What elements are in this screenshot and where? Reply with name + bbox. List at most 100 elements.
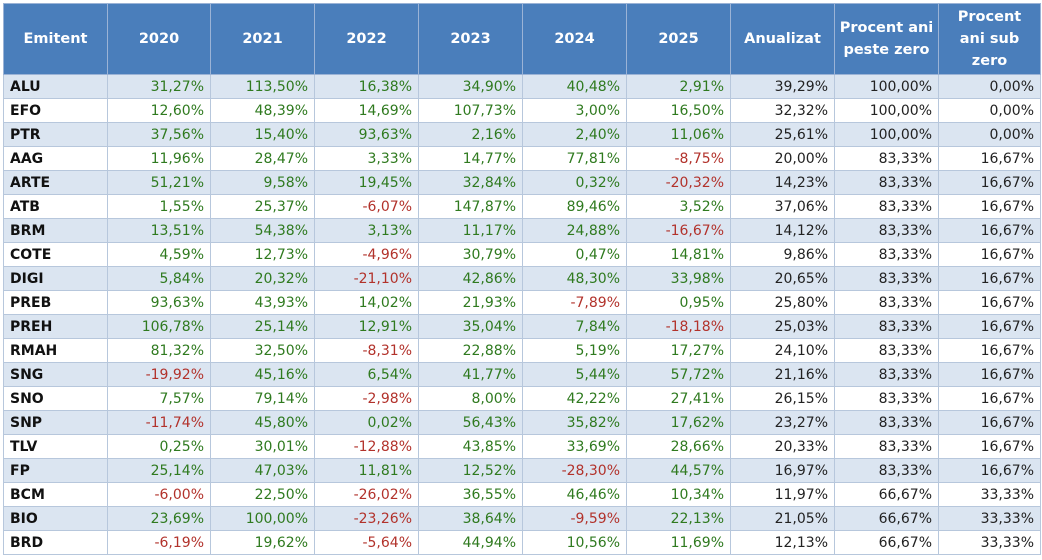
value-cell: -8,75% — [626, 146, 731, 171]
value-cell: 26,15% — [730, 386, 835, 411]
value-cell: 83,33% — [834, 314, 939, 339]
value-cell: 27,41% — [626, 386, 731, 411]
value-cell: 28,47% — [210, 146, 315, 171]
value-cell: 48,30% — [522, 266, 627, 291]
value-cell: 37,56% — [107, 122, 211, 147]
emitent-cell: BRM — [3, 218, 108, 243]
value-cell: 42,86% — [418, 266, 523, 291]
value-cell: 0,32% — [522, 170, 627, 195]
value-cell: 83,33% — [834, 290, 939, 315]
value-cell: 17,27% — [626, 338, 731, 363]
value-cell: -6,19% — [107, 530, 211, 555]
value-cell: 20,00% — [730, 146, 835, 171]
table-row: FP 25,14% 47,03% 11,81% 12,52% -28,30% 44,57% 1… — [3, 458, 1041, 483]
header-cell: 2024 — [522, 3, 627, 75]
emitent-cell: ARTE — [3, 170, 108, 195]
value-cell: 1,55% — [107, 194, 211, 219]
value-cell: 20,33% — [730, 434, 835, 459]
value-cell: 83,33% — [834, 458, 939, 483]
value-cell: 13,51% — [107, 218, 211, 243]
header-cell: 2023 — [418, 3, 523, 75]
returns-table: Emitent 2020 2021 2022 2023 2024 2025 Anualizat… — [3, 3, 1041, 555]
table-body: ALU 31,27% 113,50% 16,38% 34,90% 40,48% 2,91% 3… — [3, 74, 1041, 555]
value-cell: 22,50% — [210, 482, 315, 507]
value-cell: 34,90% — [418, 74, 523, 99]
value-cell: 14,77% — [418, 146, 523, 171]
header-cell: Procent ani peste zero — [834, 3, 939, 75]
value-cell: 36,55% — [418, 482, 523, 507]
value-cell: 23,69% — [107, 506, 211, 531]
value-cell: 25,61% — [730, 122, 835, 147]
value-cell: 3,52% — [626, 194, 731, 219]
value-cell: 14,81% — [626, 242, 731, 267]
value-cell: 11,96% — [107, 146, 211, 171]
value-cell: 32,50% — [210, 338, 315, 363]
value-cell: 4,59% — [107, 242, 211, 267]
table-row: SNP -11,74% 45,80% 0,02% 56,43% 35,82% 17,62% 2… — [3, 410, 1041, 435]
value-cell: -6,07% — [314, 194, 419, 219]
value-cell: 47,03% — [210, 458, 315, 483]
value-cell: 12,91% — [314, 314, 419, 339]
value-cell: 21,93% — [418, 290, 523, 315]
emitent-cell: PREB — [3, 290, 108, 315]
table-row: BRM 13,51% 54,38% 3,13% 11,17% 24,88% -16,67% 1… — [3, 218, 1041, 243]
value-cell: 32,32% — [730, 98, 835, 123]
emitent-cell: TLV — [3, 434, 108, 459]
table-row: SNO 7,57% 79,14% -2,98% 8,00% 42,22% 27,41% 26,… — [3, 386, 1041, 411]
table-row: PREH 106,78% 25,14% 12,91% 35,04% 7,84% -18,18… — [3, 314, 1041, 339]
value-cell: 14,12% — [730, 218, 835, 243]
value-cell: 2,91% — [626, 74, 731, 99]
table-row: BIO 23,69% 100,00% -23,26% 38,64% -9,59% 22,13… — [3, 506, 1041, 531]
value-cell: 16,67% — [938, 266, 1041, 291]
value-cell: 16,67% — [938, 458, 1041, 483]
value-cell: 16,50% — [626, 98, 731, 123]
value-cell: 21,05% — [730, 506, 835, 531]
value-cell: 33,69% — [522, 434, 627, 459]
value-cell: 16,67% — [938, 290, 1041, 315]
emitent-cell: FP — [3, 458, 108, 483]
value-cell: 54,38% — [210, 218, 315, 243]
value-cell: 44,94% — [418, 530, 523, 555]
emitent-cell: COTE — [3, 242, 108, 267]
value-cell: 30,79% — [418, 242, 523, 267]
value-cell: 6,54% — [314, 362, 419, 387]
value-cell: 7,84% — [522, 314, 627, 339]
header-cell: Procent ani sub zero — [938, 3, 1041, 75]
value-cell: 93,63% — [107, 290, 211, 315]
value-cell: 12,60% — [107, 98, 211, 123]
value-cell: 43,93% — [210, 290, 315, 315]
header-cell: 2025 — [626, 3, 731, 75]
value-cell: 83,33% — [834, 386, 939, 411]
value-cell: 83,33% — [834, 362, 939, 387]
table-header: Emitent 2020 2021 2022 2023 2024 2025 Anualizat… — [3, 3, 1041, 75]
value-cell: -2,98% — [314, 386, 419, 411]
emitent-cell: DIGI — [3, 266, 108, 291]
value-cell: 5,84% — [107, 266, 211, 291]
value-cell: 66,67% — [834, 506, 939, 531]
value-cell: 83,33% — [834, 242, 939, 267]
emitent-cell: PTR — [3, 122, 108, 147]
value-cell: -21,10% — [314, 266, 419, 291]
value-cell: 107,73% — [418, 98, 523, 123]
value-cell: 33,98% — [626, 266, 731, 291]
value-cell: 16,97% — [730, 458, 835, 483]
value-cell: -16,67% — [626, 218, 731, 243]
value-cell: -12,88% — [314, 434, 419, 459]
value-cell: 42,22% — [522, 386, 627, 411]
value-cell: 16,67% — [938, 218, 1041, 243]
value-cell: 16,67% — [938, 362, 1041, 387]
value-cell: 5,44% — [522, 362, 627, 387]
value-cell: 3,33% — [314, 146, 419, 171]
value-cell: 83,33% — [834, 146, 939, 171]
value-cell: 48,39% — [210, 98, 315, 123]
value-cell: 3,00% — [522, 98, 627, 123]
value-cell: 24,88% — [522, 218, 627, 243]
value-cell: 16,67% — [938, 194, 1041, 219]
value-cell: 83,33% — [834, 338, 939, 363]
table-row: EFO 12,60% 48,39% 14,69% 107,73% 3,00% 16,50% 3… — [3, 98, 1041, 123]
value-cell: 11,06% — [626, 122, 731, 147]
value-cell: 93,63% — [314, 122, 419, 147]
table-row: AAG 11,96% 28,47% 3,33% 14,77% 77,81% -8,75% 20… — [3, 146, 1041, 171]
value-cell: 81,32% — [107, 338, 211, 363]
